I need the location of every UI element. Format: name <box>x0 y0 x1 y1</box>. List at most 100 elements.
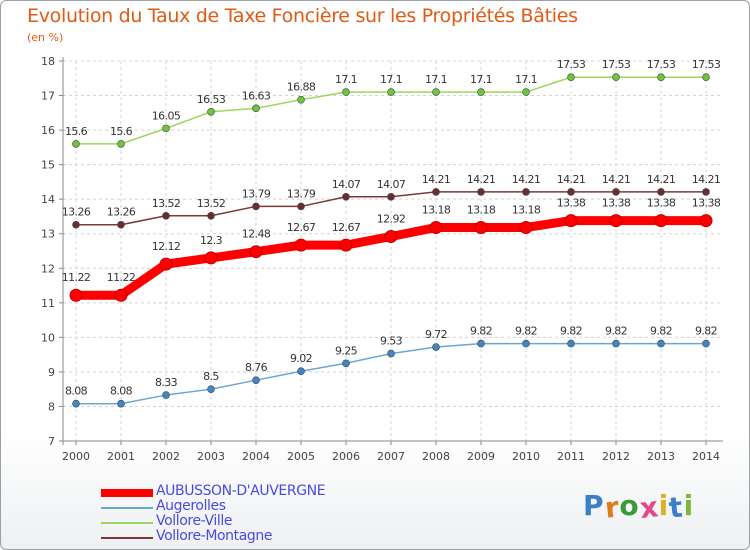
data-point <box>477 339 485 348</box>
x-tick-label: 2009 <box>467 450 495 463</box>
chart-subtitle: (en %) <box>27 31 64 44</box>
data-point <box>387 88 395 96</box>
data-label: 14.21 <box>467 173 496 186</box>
x-tick-label: 2010 <box>512 450 540 463</box>
data-label: 13.26 <box>62 206 91 219</box>
data-point <box>477 88 485 96</box>
data-label: 14.07 <box>377 178 406 191</box>
legend-item: Augerolles <box>101 498 421 516</box>
data-point <box>702 73 710 82</box>
logo-letter: o <box>619 489 640 522</box>
data-label: 8.08 <box>65 385 88 398</box>
data-label: 8.08 <box>110 385 133 398</box>
logo-letter: i <box>658 489 670 522</box>
data-label: 17.1 <box>335 73 357 86</box>
legend-swatch <box>101 522 153 524</box>
legend-item: AUBUSSON-D'AUVERGNE <box>101 483 421 501</box>
y-tick-label: 15 <box>41 159 55 172</box>
data-point <box>162 211 170 220</box>
data-label: 17.53 <box>692 58 721 71</box>
data-label: 13.52 <box>197 197 226 210</box>
x-tick-label: 2013 <box>647 450 675 463</box>
data-label: 16.88 <box>287 81 316 94</box>
legend-label: Vollore-Montagne <box>156 528 273 544</box>
data-label: 17.53 <box>602 58 631 71</box>
logo-letter: r <box>602 490 622 525</box>
data-label: 17.1 <box>470 73 492 86</box>
data-label: 13.26 <box>107 206 136 219</box>
data-label: 17.53 <box>557 58 586 71</box>
data-point <box>612 73 620 82</box>
data-point <box>522 88 530 96</box>
data-label: 8.33 <box>155 376 178 389</box>
data-point <box>159 257 173 271</box>
data-point <box>384 229 398 243</box>
data-point <box>294 238 308 252</box>
data-point <box>702 339 710 348</box>
x-tick-label: 2011 <box>557 450 585 463</box>
data-label: 14.21 <box>422 173 451 186</box>
data-label: 14.21 <box>602 173 631 186</box>
data-label: 13.52 <box>152 197 181 210</box>
data-label: 12.48 <box>242 228 271 241</box>
data-point <box>699 214 713 228</box>
data-label: 9.82 <box>695 325 717 338</box>
chart-title: Evolution du Taux de Taxe Foncière sur l… <box>27 5 578 27</box>
y-tick-label: 11 <box>41 297 55 310</box>
legend-swatch <box>101 507 153 509</box>
data-point <box>117 399 125 408</box>
legend-swatch <box>101 537 153 539</box>
data-point <box>522 339 530 348</box>
data-point <box>204 251 218 265</box>
data-label: 13.38 <box>692 197 721 210</box>
data-point <box>474 221 488 235</box>
data-point <box>72 399 80 408</box>
data-point <box>207 211 215 220</box>
x-tick-label: 2007 <box>377 450 405 463</box>
x-tick-label: 2004 <box>242 450 270 463</box>
data-point <box>567 339 575 348</box>
legend-label: Vollore-Ville <box>156 513 233 529</box>
data-label: 14.21 <box>647 173 676 186</box>
data-point <box>657 73 665 82</box>
y-tick-label: 18 <box>41 55 55 68</box>
data-label: 13.79 <box>242 187 271 200</box>
data-label: 9.25 <box>335 344 358 357</box>
data-point <box>522 188 530 196</box>
data-point <box>252 202 260 211</box>
data-point <box>432 188 440 196</box>
data-label: 16.63 <box>242 89 271 102</box>
x-tick-label: 2001 <box>107 450 135 463</box>
data-label: 9.82 <box>470 325 492 338</box>
data-point <box>117 140 125 148</box>
data-label: 9.02 <box>290 352 312 365</box>
data-point <box>297 202 305 211</box>
y-tick-label: 10 <box>41 331 55 344</box>
x-tick-label: 2000 <box>62 450 90 463</box>
data-point <box>297 95 305 104</box>
line-chart: 7 8 9 10 11 12 13 14 15 16 17 18 2000 2001 2002 2003 200… <box>41 55 723 463</box>
data-label: 14.21 <box>692 173 721 186</box>
data-label: 14.21 <box>512 173 541 186</box>
legend-label: AUBUSSON-D'AUVERGNE <box>156 483 326 499</box>
data-label: 17.1 <box>515 73 537 86</box>
data-point <box>519 221 533 235</box>
data-point <box>657 188 665 196</box>
data-point <box>252 376 260 385</box>
y-tick-label: 12 <box>41 262 55 275</box>
y-tick-label: 13 <box>41 228 55 241</box>
data-point <box>342 359 350 368</box>
data-label: 14.07 <box>332 178 361 191</box>
data-label: 11.22 <box>62 271 91 284</box>
data-point <box>342 192 350 201</box>
data-point <box>702 188 710 196</box>
data-label: 16.05 <box>152 109 181 122</box>
data-point <box>387 349 395 358</box>
y-tick-label: 14 <box>41 193 55 206</box>
data-label: 12.67 <box>287 221 316 234</box>
logo-letter: x <box>637 490 661 525</box>
data-point <box>564 214 578 228</box>
data-point <box>297 367 305 376</box>
data-label: 13.79 <box>287 187 316 200</box>
